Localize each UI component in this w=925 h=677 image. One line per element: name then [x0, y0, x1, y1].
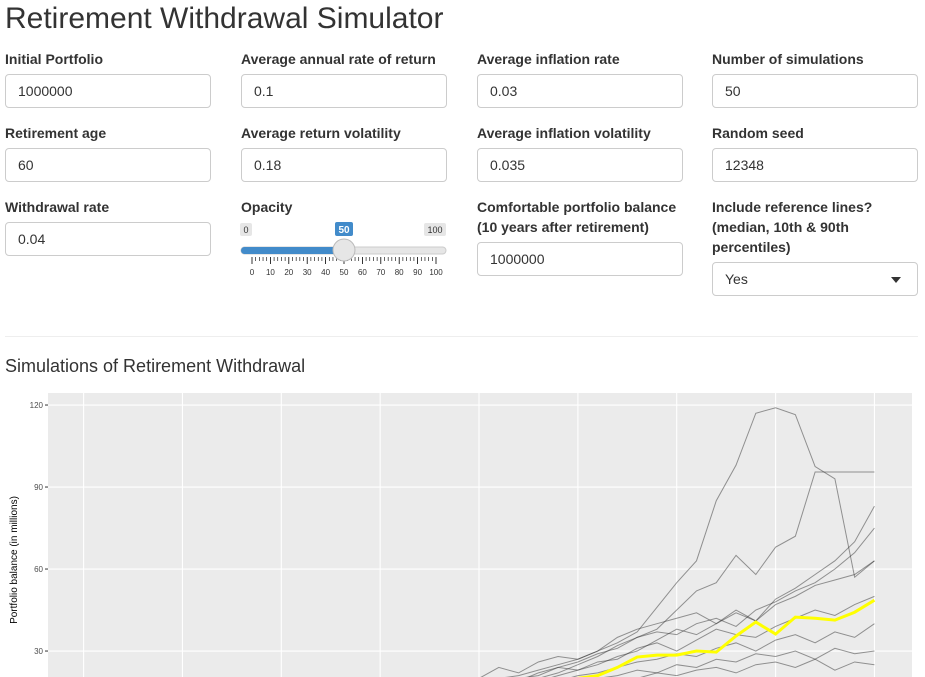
slider-tick-label: 60 [358, 268, 367, 277]
y-axis-label: Portfolio balance (in millions) [9, 496, 20, 624]
text-input[interactable]: 0.04 [5, 222, 211, 256]
slider-value: 50 [338, 225, 350, 236]
slider-tick-label: 80 [395, 268, 404, 277]
slider-tick-label: 100 [429, 268, 443, 277]
select-label: Include reference lines? (median, 10th &… [712, 199, 873, 255]
select-input[interactable]: Yes [712, 262, 918, 296]
chart-title: Simulations of Retirement Withdrawal [5, 356, 305, 376]
simulation-line [640, 658, 875, 677]
slider-tick-label: 20 [284, 268, 293, 277]
slider-fill [241, 247, 344, 254]
text-input[interactable]: 0.18 [241, 148, 447, 182]
y-tick-label: 30 [34, 647, 43, 656]
slider-max: 100 [427, 225, 442, 235]
simulation-line [505, 407, 875, 677]
text-input[interactable]: 1000000 [5, 74, 211, 108]
slider-tick-label: 90 [413, 268, 422, 277]
slider-label: Opacity [241, 199, 293, 215]
input-label: Average return volatility [241, 125, 401, 141]
app-title: Retirement Withdrawal Simulator [5, 2, 444, 35]
simulation-line [480, 560, 875, 677]
text-input[interactable]: 12348 [712, 148, 918, 182]
text-input[interactable]: 50 [712, 74, 918, 108]
slider-tick-label: 50 [340, 268, 349, 277]
text-input[interactable]: 0.1 [241, 74, 447, 108]
median-line [576, 598, 876, 677]
slider-tick-label: 0 [250, 268, 255, 277]
input-label: Withdrawal rate [5, 199, 110, 215]
y-tick-label: 60 [34, 565, 43, 574]
simulation-line [603, 647, 875, 677]
text-input[interactable]: 0.03 [477, 74, 683, 108]
input-label: Retirement age [5, 125, 107, 141]
slider-tick-label: 10 [266, 268, 275, 277]
slider-min: 0 [243, 225, 248, 235]
plot-panel [48, 393, 912, 677]
input-label: Average inflation rate [477, 51, 620, 67]
text-input[interactable]: 1000000 [477, 242, 683, 276]
slider-value-box [335, 222, 353, 236]
dropdown-arrow [891, 277, 901, 283]
input-label: Random seed [712, 125, 804, 141]
divider [5, 336, 918, 337]
y-tick-label: 90 [34, 483, 43, 492]
simulation-line [551, 505, 875, 677]
input-label: Average annual rate of return [241, 51, 436, 67]
slider-tick-label: 30 [303, 268, 312, 277]
input-label: Number of simulations [712, 51, 864, 67]
simulation-line [527, 527, 875, 677]
text-input[interactable]: 0.035 [477, 148, 683, 182]
input-label: Comfortable portfolio balance (10 years … [477, 199, 677, 235]
simulation-line [524, 595, 875, 677]
slider-max-box [424, 223, 446, 236]
slider-tick-label: 70 [376, 268, 385, 277]
input-label: Initial Portfolio [5, 51, 103, 67]
slider-handle[interactable] [332, 238, 356, 262]
text-input[interactable]: 60 [5, 148, 211, 182]
input-label: Average inflation volatility [477, 125, 651, 141]
slider-min-box [240, 223, 252, 236]
slider-tick-label: 40 [321, 268, 330, 277]
y-tick-label: 120 [30, 401, 44, 410]
